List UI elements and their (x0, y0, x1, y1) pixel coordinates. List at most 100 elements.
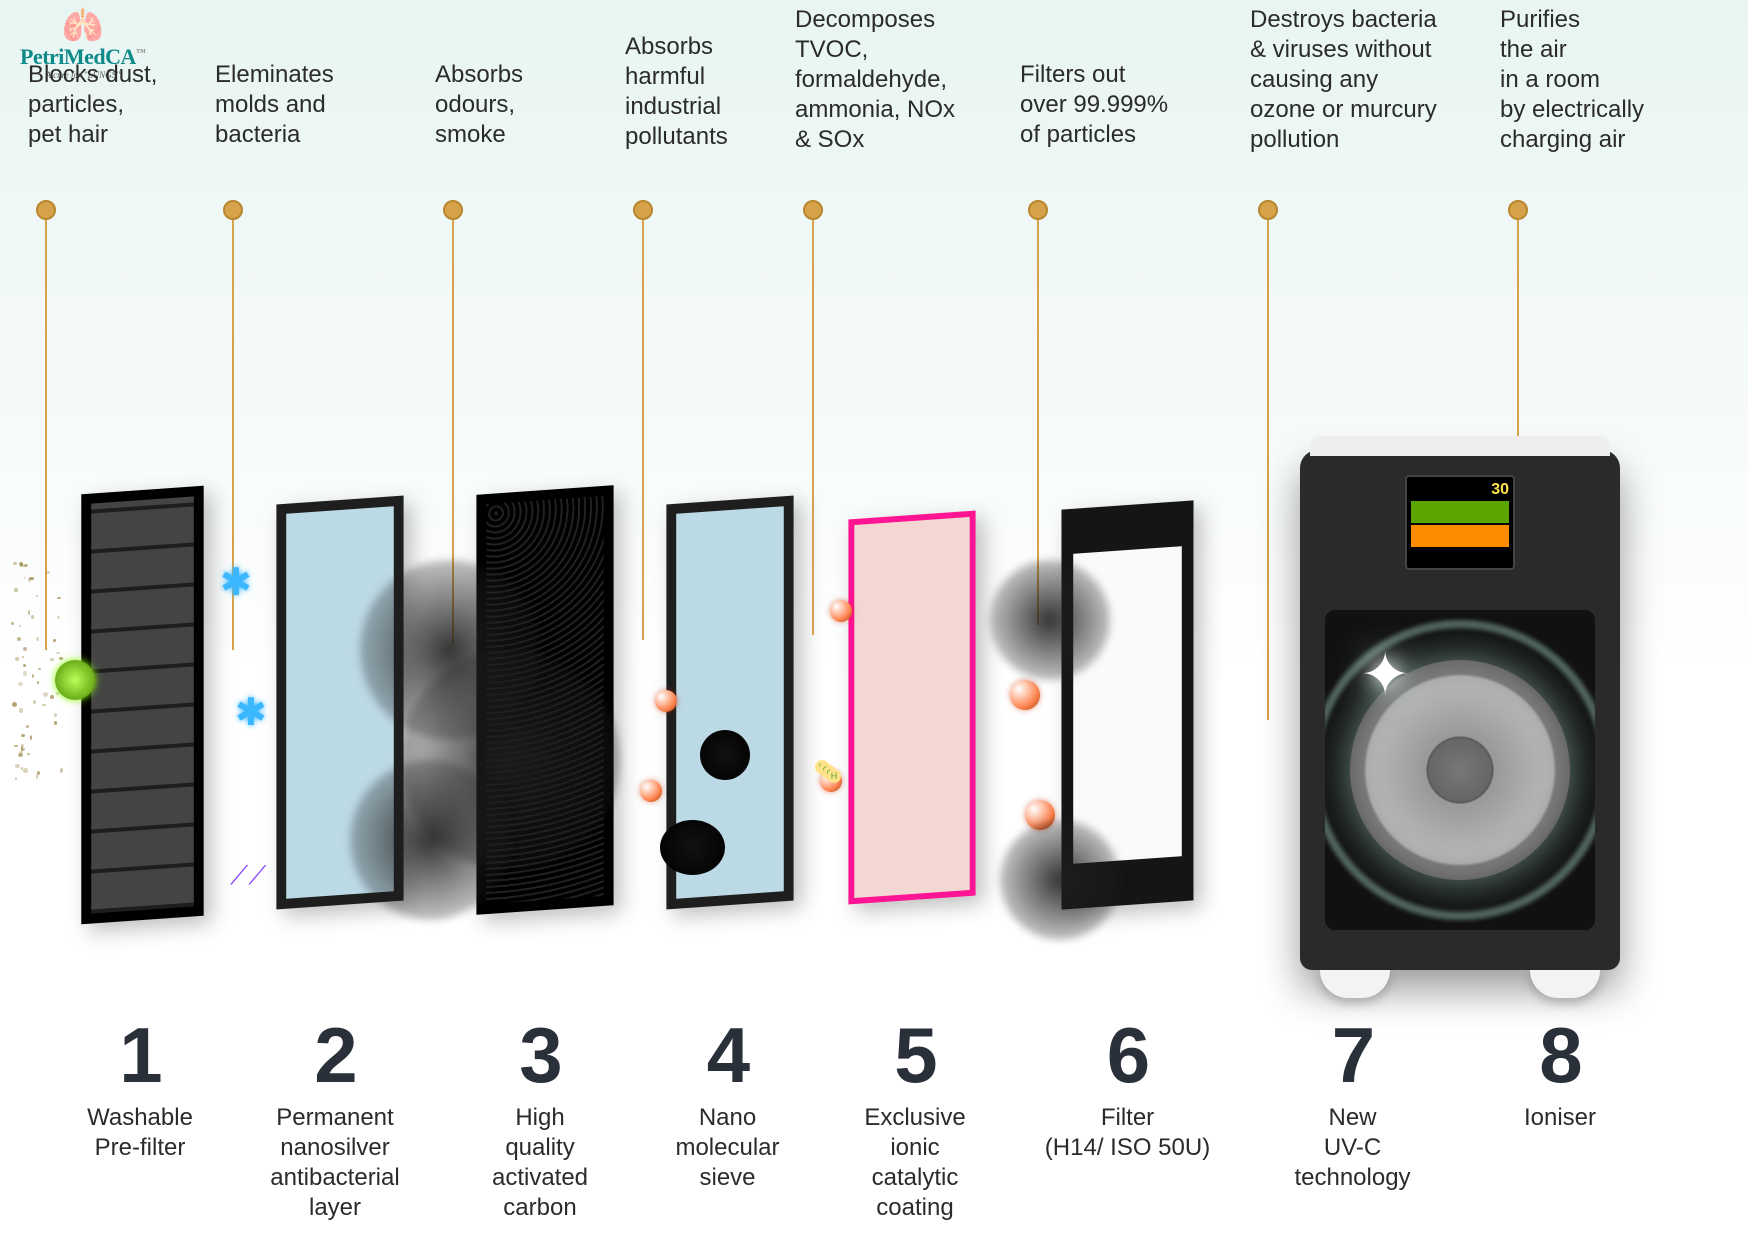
sparkle-icon: ✦ (1360, 640, 1410, 710)
dust-decoration (23, 768, 27, 772)
step-number: 4 (640, 1010, 815, 1101)
step-description: Destroys bacteria& viruses withoutcausin… (1250, 5, 1437, 155)
step-label: Permanentnanosilverantibacteriallayer (235, 1103, 435, 1223)
dust-decoration (50, 658, 54, 661)
callout-dot (803, 200, 823, 220)
dust-decoration (27, 753, 30, 755)
step-description: Eleminatesmolds andbacteria (215, 60, 334, 150)
callout-dot (443, 200, 463, 220)
callout-dot (1508, 200, 1528, 220)
dust-decoration (23, 671, 28, 676)
dust-decoration (50, 695, 54, 699)
dust-decoration (37, 681, 39, 684)
dust-decoration (53, 639, 55, 642)
callout-line (1267, 220, 1269, 720)
dust-decoration (23, 664, 25, 667)
dust-decoration (14, 588, 18, 593)
step-description: DecomposesTVOC,formaldehyde,ammonia, NOx… (795, 5, 955, 155)
step-number: 2 (235, 1010, 435, 1101)
dust-decoration (11, 622, 14, 625)
molecule-decoration (1010, 680, 1040, 710)
callout-dot (633, 200, 653, 220)
step-column: 6Filter(H14/ ISO 50U) (1020, 1010, 1235, 1163)
device-display: 30 (1405, 475, 1515, 570)
dust-decoration (25, 564, 28, 567)
smoke-decoration (350, 760, 510, 920)
dust-decoration (21, 744, 23, 747)
dust-decoration (30, 735, 32, 739)
step-label: WashablePre-filter (50, 1103, 230, 1163)
molecule-decoration (830, 600, 852, 622)
molecule-decoration (640, 780, 662, 802)
dust-decoration (33, 700, 36, 704)
step-number: 5 (820, 1010, 1010, 1101)
step-description: Absorbsodours,smoke (435, 60, 523, 150)
dust-decoration (28, 610, 30, 615)
dust-decoration (14, 745, 18, 747)
step-label: NewUV-Ctechnology (1250, 1103, 1455, 1193)
dust-decoration (38, 668, 41, 670)
dust-decoration (22, 656, 24, 659)
step-column: 3Highqualityactivatedcarbon (445, 1010, 635, 1223)
dust-decoration: H (827, 769, 841, 783)
smoke-decoration (1000, 820, 1120, 940)
device-feet (1320, 970, 1600, 998)
dust-decoration (57, 597, 61, 599)
step-label: Filter(H14/ ISO 50U) (1020, 1103, 1235, 1163)
step-description: Absorbsharmfulindustrialpollutants (625, 32, 728, 152)
step-label: Highqualityactivatedcarbon (445, 1103, 635, 1223)
dust-decoration (17, 637, 22, 641)
dust-decoration (56, 652, 60, 654)
micro-decoration: ⟋⟋ (230, 860, 266, 892)
dust-decoration (46, 571, 50, 574)
dust-decoration (59, 657, 63, 660)
callout-dot (1028, 200, 1048, 220)
dust-decoration (23, 647, 27, 651)
dust-decoration (60, 768, 63, 773)
dust-decoration (24, 577, 26, 579)
callout-line (642, 220, 644, 640)
smoke-decoration (990, 560, 1110, 680)
callout-line (45, 220, 47, 650)
dust-decoration (28, 578, 31, 582)
step-description: Blocks dust,particles,pet hair (28, 60, 157, 150)
filter-panel (848, 511, 975, 905)
step-column: 4Nanomolecularsieve (640, 1010, 815, 1193)
dust-decoration (12, 702, 17, 707)
dust-decoration (15, 764, 20, 767)
dust-decoration (660, 820, 725, 875)
dust-decoration (19, 708, 22, 712)
step-number: 3 (445, 1010, 635, 1101)
callout-dot (36, 200, 56, 220)
callout-dot (1258, 200, 1278, 220)
dust-decoration (43, 692, 48, 697)
dust-decoration (13, 562, 16, 565)
step-column: 2Permanentnanosilverantibacteriallayer (235, 1010, 435, 1223)
step-number: 1 (50, 1010, 230, 1101)
micro-decoration: ✱ (220, 560, 252, 605)
dust-decoration (32, 674, 34, 678)
dust-decoration (15, 657, 19, 661)
step-number: 8 (1475, 1010, 1645, 1101)
dust-decoration (19, 625, 22, 627)
dust-decoration (54, 713, 57, 717)
dust-decoration (36, 595, 38, 598)
dust-decoration (54, 721, 56, 725)
step-description: Filters outover 99.999%of particles (1020, 60, 1168, 150)
step-number: 7 (1250, 1010, 1455, 1101)
molecule-decoration (655, 690, 677, 712)
dust-decoration (57, 616, 60, 618)
callout-dot (223, 200, 243, 220)
dust-decoration (21, 734, 25, 737)
step-description: Purifiesthe airin a roomby electricallyc… (1500, 5, 1644, 155)
step-label: Nanomolecularsieve (640, 1103, 815, 1193)
filter-panel (81, 486, 203, 925)
dust-decoration (31, 615, 34, 619)
dust-decoration (36, 637, 39, 641)
micro-decoration: ✱ (235, 690, 267, 735)
air-purifier-device: 30 ✦ (1300, 450, 1620, 970)
step-column: 8Ioniser (1475, 1010, 1645, 1133)
dust-decoration (26, 725, 29, 728)
dust-decoration (700, 730, 750, 780)
callout-line (812, 220, 814, 635)
